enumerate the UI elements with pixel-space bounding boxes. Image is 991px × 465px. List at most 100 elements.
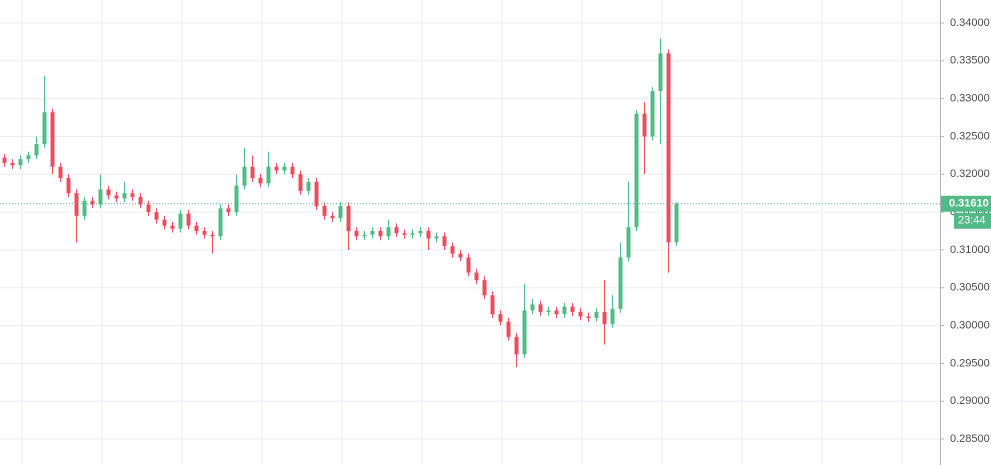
candle-body: [650, 91, 655, 137]
candle-body: [450, 246, 455, 254]
candle-body: [394, 227, 399, 234]
candle-body: [258, 178, 263, 184]
candle-body: [426, 230, 431, 239]
candle-body: [250, 166, 255, 179]
candle-body: [674, 203, 679, 243]
last-price-badge: [941, 195, 991, 212]
candle-body: [314, 181, 319, 207]
candle-body: [66, 178, 71, 194]
candle-body: [666, 53, 671, 243]
candle-body: [658, 53, 663, 92]
candle-body: [538, 304, 543, 312]
candle-body: [170, 225, 175, 229]
y-tick-label: 0.29000: [950, 395, 990, 407]
candle-body: [610, 308, 615, 325]
candle-body: [410, 233, 415, 235]
candle-body: [42, 112, 47, 145]
candle-body: [594, 311, 599, 318]
candle-body: [10, 162, 15, 166]
candle-body: [370, 230, 375, 235]
candle-body: [114, 195, 119, 199]
candle-body: [514, 336, 519, 355]
candle-body: [490, 295, 495, 315]
y-tick-label: 0.31000: [950, 244, 990, 256]
y-tick-label: 0.29500: [950, 357, 990, 369]
candle-body: [290, 166, 295, 175]
candle-body: [482, 280, 487, 296]
candle-body: [154, 212, 159, 220]
candle-body: [202, 230, 207, 235]
candle-body: [274, 166, 279, 171]
y-tick-label: 0.32500: [950, 130, 990, 142]
candle-body: [234, 185, 239, 213]
candle-body: [570, 306, 575, 312]
candle-body: [98, 189, 103, 205]
candle-body: [322, 206, 327, 216]
candle-body: [90, 200, 95, 205]
countdown-badge: [954, 212, 991, 229]
candle-body: [626, 227, 631, 258]
candle-body: [146, 204, 151, 213]
candle-body: [2, 157, 7, 163]
candle-body: [138, 196, 143, 205]
candle-body: [26, 155, 31, 160]
candle-body: [338, 206, 343, 219]
candle-body: [226, 208, 231, 213]
candle-body: [266, 166, 271, 184]
candle-body: [602, 311, 607, 325]
candle-body: [130, 193, 135, 197]
candle-body: [346, 206, 351, 231]
candle-body: [546, 310, 551, 312]
candle-body: [74, 193, 79, 216]
candle-body: [210, 234, 215, 237]
candle-body: [378, 230, 383, 237]
candle-body: [298, 174, 303, 191]
candle-body: [498, 314, 503, 322]
candle-body: [530, 304, 535, 311]
candle-body: [122, 193, 127, 199]
candle-body: [242, 166, 247, 186]
candle-body: [402, 233, 407, 235]
candle-body: [442, 236, 447, 247]
candle-body: [50, 112, 55, 167]
last-price-label: 0.31610: [949, 198, 989, 210]
candle-body: [554, 310, 559, 315]
candle-body: [522, 310, 527, 355]
vertical-grid: [21, 0, 903, 465]
y-tick-label: 0.33500: [950, 55, 990, 67]
candle-body: [418, 230, 423, 234]
candle-body: [474, 272, 479, 281]
candle-body: [386, 227, 391, 237]
candle-body: [354, 230, 359, 237]
y-tick-label: 0.30500: [950, 282, 990, 294]
candle-body: [586, 316, 591, 318]
candle-body: [178, 213, 183, 229]
candle-body: [194, 225, 199, 231]
candle-body: [434, 236, 439, 239]
candle-body: [362, 234, 367, 237]
y-tick-label: 0.28500: [950, 433, 990, 445]
candle-body: [506, 321, 511, 337]
y-tick-label: 0.30000: [950, 319, 990, 331]
countdown-label: 23:44: [958, 215, 986, 227]
candle-body: [642, 113, 647, 137]
candle-body: [306, 181, 311, 191]
y-tick-label: 0.34000: [950, 17, 990, 29]
candle-body: [218, 208, 223, 237]
y-tick-label: 0.33000: [950, 93, 990, 105]
candle-body: [562, 306, 567, 315]
candle-body: [106, 189, 111, 196]
candle-body: [186, 213, 191, 226]
candle-body: [58, 166, 63, 179]
candle-body: [618, 257, 623, 309]
candle-body: [634, 113, 639, 228]
candle-body: [82, 200, 87, 216]
candle-body: [578, 311, 583, 317]
candle-body: [458, 253, 463, 258]
candle-body: [162, 219, 167, 226]
y-tick-label: 0.32000: [950, 168, 990, 180]
candle-body: [330, 215, 335, 219]
candle-body: [34, 144, 39, 156]
candle-body: [282, 166, 287, 171]
